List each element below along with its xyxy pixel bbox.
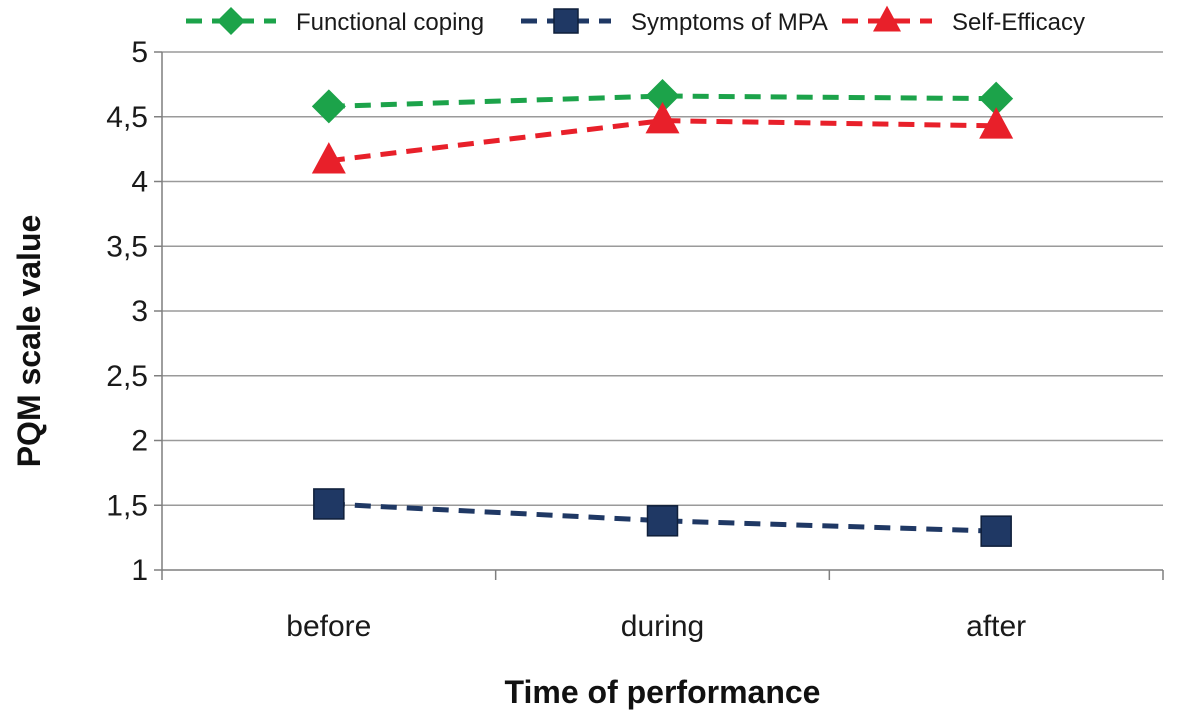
x-tick-label: during [621,610,704,643]
x-axis-title: Time of performance [505,674,821,710]
data-point-self-efficacy [979,107,1014,139]
y-axis-title: PQM scale value [11,215,47,468]
legend-marker-functional-coping [217,7,245,35]
x-tick-label: before [286,610,371,643]
data-point-functional-coping [979,81,1014,116]
y-tick-label: 1,5 [106,489,148,522]
data-point-self-efficacy [645,101,680,134]
y-tick-label: 3 [131,295,148,328]
data-point-self-efficacy [311,142,346,174]
axes [154,51,1164,580]
data-point-functional-coping [311,89,346,124]
legend-label-functional-coping: Functional coping [296,9,484,36]
legend-marker-self-efficacy [873,5,901,32]
series-line-symptoms-of-mpa [328,501,997,534]
data-point-functional-coping [645,79,680,114]
series-line-self-efficacy [328,118,997,164]
data-point-symptoms-of-mpa [646,505,679,537]
y-tick-labels: 1 1,5 2 2,5 3 3,5 4 4,5 5 [106,36,148,587]
y-tick-label: 3,5 [106,230,148,263]
legend-label-symptoms-of-mpa: Symptoms of MPA [631,9,828,36]
legend-label-self-efficacy: Self-Efficacy [952,9,1085,36]
x-tick-labels: before during after [286,610,1026,643]
y-tick-label: 4,5 [106,101,148,134]
y-tick-label: 1 [131,554,148,587]
legend-marker-symptoms-of-mpa [553,8,579,34]
y-tick-label: 4 [131,166,148,199]
data-point-symptoms-of-mpa [313,488,345,520]
y-tick-label: 2,5 [106,360,148,393]
x-tick-label: after [966,610,1026,643]
data-point-symptoms-of-mpa [980,515,1012,547]
series-line-functional-coping [328,93,997,109]
y-tick-label: 5 [131,36,148,69]
y-tick-label: 2 [131,425,148,458]
legend: Functional coping Symptoms of MPA Self-Eff… [186,5,1085,36]
series-group [311,79,1014,547]
